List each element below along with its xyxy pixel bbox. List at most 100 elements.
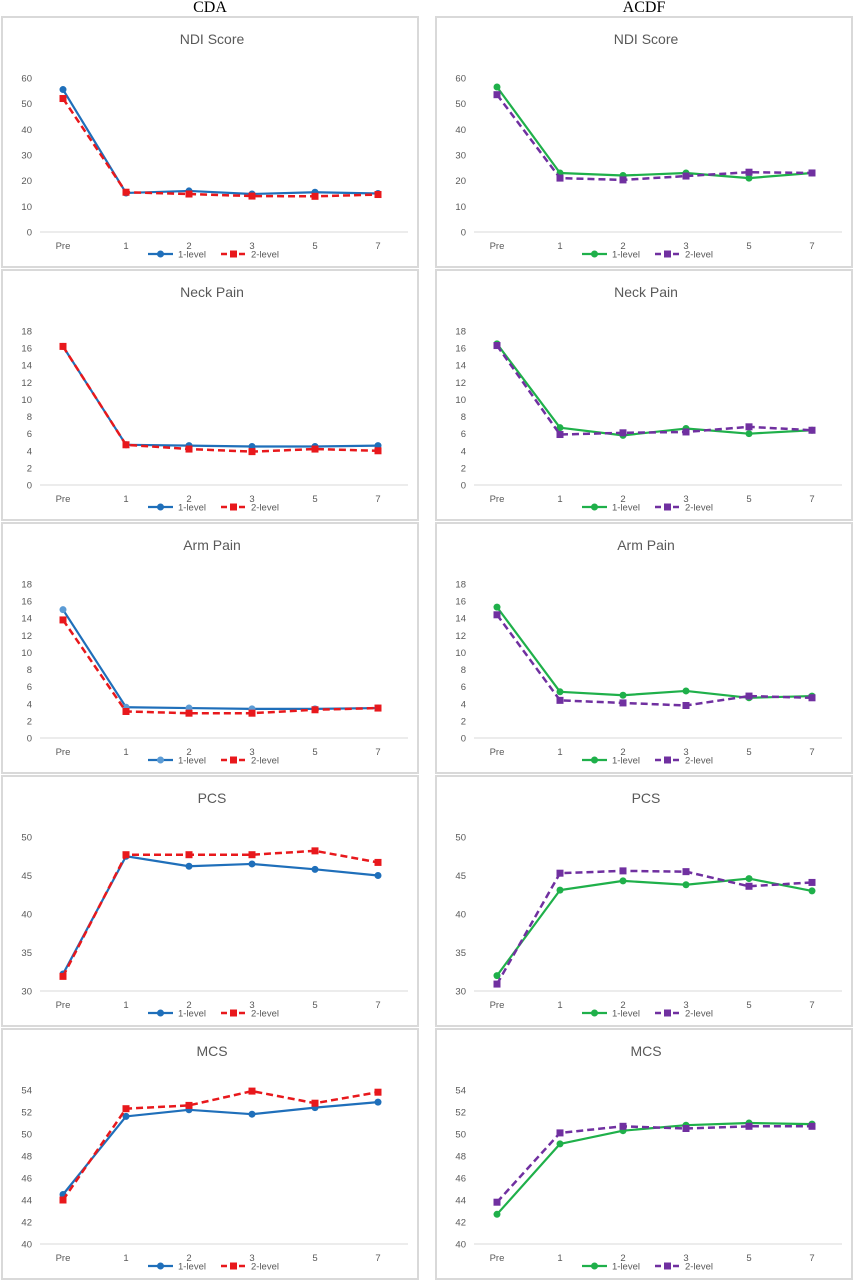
legend-marker	[157, 756, 164, 764]
legend-label: 1-level	[178, 250, 206, 261]
x-tick-label: 2	[620, 747, 625, 758]
data-point	[808, 426, 816, 434]
y-tick-label: 52	[455, 1108, 466, 1119]
x-tick-label: 2	[186, 241, 191, 252]
y-tick-label: 44	[455, 1196, 466, 1207]
x-tick-label: 1	[123, 747, 128, 758]
x-tick-label: 7	[809, 1000, 814, 1011]
data-point	[59, 95, 67, 103]
data-point	[556, 869, 564, 877]
y-tick-label: 6	[461, 682, 466, 693]
chart-title: Arm Pain	[183, 537, 241, 553]
x-tick-label: 7	[375, 241, 380, 252]
series-line-2-level	[61, 849, 379, 977]
y-tick-label: 0	[27, 481, 32, 492]
data-point	[682, 701, 690, 709]
data-point	[619, 699, 627, 707]
data-point	[185, 862, 193, 870]
x-tick-label: 7	[809, 1253, 814, 1264]
x-tick-label: 2	[186, 747, 191, 758]
y-tick-label: 0	[461, 481, 466, 492]
series-line-1-level	[62, 609, 379, 711]
data-point	[556, 696, 564, 704]
data-point	[374, 704, 382, 712]
x-tick-label: 1	[123, 494, 128, 505]
legend-label: 2-level	[251, 1009, 279, 1020]
data-point	[556, 431, 564, 439]
legend-label: 2-level	[685, 756, 713, 767]
y-tick-label: 18	[21, 580, 32, 591]
legend-marker	[157, 503, 164, 511]
y-tick-label: 50	[455, 99, 466, 110]
series-line-2-level	[61, 345, 379, 453]
legend-marker	[591, 250, 598, 258]
legend-marker	[157, 1262, 164, 1270]
legend-marker	[230, 1262, 237, 1270]
x-tick-label: 1	[123, 1253, 128, 1264]
line-chart: NDI Score 0 10 20 30 40 50 60 Pre 1 2 3 5 7 1-level 2-l…	[21, 31, 408, 261]
data-point	[122, 1112, 130, 1120]
chart-panel: MCS 40 42 44 46 48 50 52 54 Pre 1 2 3 5 7 1-level 2-leve…	[435, 1028, 853, 1280]
y-tick-label: 0	[27, 228, 32, 239]
y-tick-label: 12	[455, 378, 466, 389]
x-tick-label: 7	[809, 494, 814, 505]
data-point	[619, 176, 627, 184]
x-tick-label: 3	[683, 1000, 688, 1011]
data-point	[185, 190, 193, 198]
y-tick-label: 10	[455, 648, 466, 659]
y-tick-label: 45	[455, 871, 466, 882]
x-tick-label: 7	[375, 494, 380, 505]
data-point	[682, 687, 690, 695]
y-tick-label: 12	[455, 631, 466, 642]
legend-label: 1-level	[178, 503, 206, 514]
y-tick-label: 12	[21, 631, 32, 642]
y-tick-label: 2	[27, 716, 32, 727]
data-point	[493, 91, 501, 99]
x-tick-label: 7	[375, 1000, 380, 1011]
data-point	[556, 424, 564, 432]
series-line-1-level	[62, 88, 379, 196]
data-point	[374, 447, 382, 455]
line-chart: MCS 40 42 44 46 48 50 52 54 Pre 1 2 3 5 7 1-level 2-leve…	[21, 1043, 408, 1273]
y-tick-label: 40	[455, 1240, 466, 1251]
data-point	[248, 1110, 256, 1118]
series-line-1-level	[496, 606, 813, 699]
legend-label: 2-level	[685, 1262, 713, 1273]
data-point	[556, 174, 564, 182]
y-tick-label: 8	[27, 665, 32, 676]
data-point	[59, 616, 67, 624]
legend-marker	[157, 1009, 164, 1017]
x-tick-label: 5	[312, 241, 317, 252]
legend-marker	[230, 503, 237, 511]
column-header-cda: CDA	[193, 0, 227, 16]
data-point	[493, 1210, 501, 1218]
data-point	[493, 980, 501, 988]
x-tick-label: 3	[683, 241, 688, 252]
x-tick-label: 3	[683, 747, 688, 758]
y-tick-label: 50	[21, 833, 32, 844]
x-tick-label: 2	[620, 494, 625, 505]
data-point	[374, 191, 382, 199]
chart-panel: Neck Pain 0 2 4 6 8 10 12 14 16 18 Pre 1 2 3 5 7 1-level 2…	[435, 269, 853, 521]
data-point	[311, 1099, 319, 1107]
y-tick-label: 6	[27, 682, 32, 693]
x-tick-label: 1	[557, 747, 562, 758]
y-tick-label: 40	[455, 125, 466, 136]
legend-label: 1-level	[612, 250, 640, 261]
data-point	[745, 692, 753, 700]
x-tick-label: Pre	[56, 494, 71, 505]
y-tick-label: 2	[461, 716, 466, 727]
x-tick-label: 3	[249, 1253, 254, 1264]
data-point	[493, 1198, 501, 1206]
legend-label: 1-level	[612, 756, 640, 767]
y-tick-label: 2	[461, 463, 466, 474]
y-tick-label: 0	[461, 734, 466, 745]
data-point	[311, 706, 319, 714]
data-point	[59, 606, 67, 614]
data-point	[59, 1196, 67, 1204]
x-tick-label: Pre	[56, 747, 71, 758]
legend-marker	[591, 503, 598, 511]
x-tick-label: 1	[123, 241, 128, 252]
x-tick-label: 1	[557, 1000, 562, 1011]
data-point	[493, 83, 501, 91]
